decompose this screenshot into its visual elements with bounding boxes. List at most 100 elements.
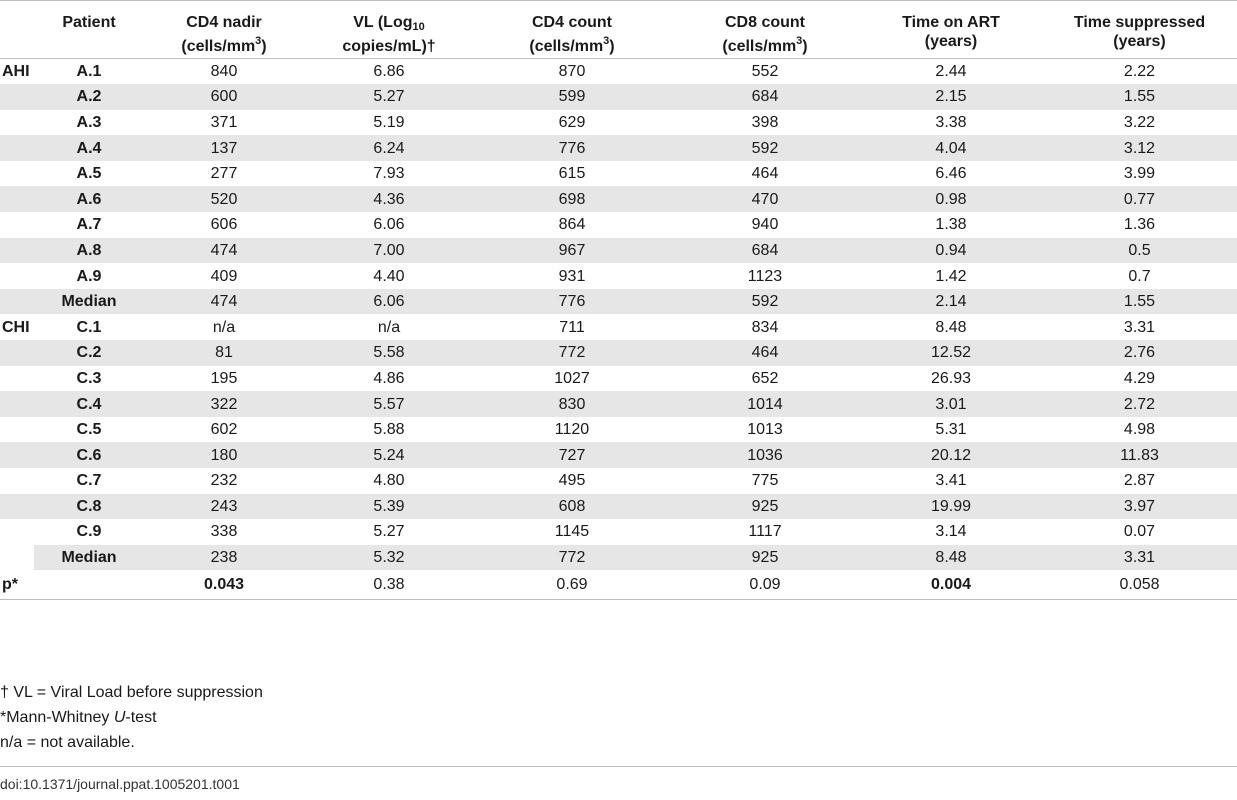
header-cd8-count: CD8 count (cells/mm3) bbox=[670, 1, 860, 59]
cell-patient: C.9 bbox=[76, 523, 102, 541]
table-row: A.2 600 5.27 599 684 2.15 1.55 bbox=[0, 84, 1237, 110]
cell-cd4-count: 870 bbox=[558, 63, 586, 81]
cell-cd4-count: 608 bbox=[474, 493, 670, 520]
cell-cd4-count: 629 bbox=[558, 113, 586, 131]
cell-patient: A.5 bbox=[76, 165, 102, 183]
cell-patient: A.3 bbox=[76, 113, 102, 131]
table-row: AHI A.1 840 6.86 870 552 2.44 2.22 bbox=[0, 59, 1237, 85]
header-vl-line1: VL (Log bbox=[353, 14, 413, 31]
header-cd4-count: CD4 count (cells/mm3) bbox=[474, 1, 670, 59]
cell-cd4-nadir: 371 bbox=[210, 113, 238, 131]
cell-group bbox=[0, 417, 34, 443]
footnote-mw-italic: U bbox=[113, 709, 126, 726]
cell-group bbox=[0, 442, 34, 468]
cell-patient: A.2 bbox=[34, 84, 144, 110]
header-cd4-nadir-line1: CD4 nadir bbox=[186, 14, 262, 31]
header-time-on-art: Time on ART (years) bbox=[860, 1, 1042, 59]
cell-cd4-count: 1145 bbox=[554, 523, 590, 541]
cell-cd4-nadir: 81 bbox=[144, 340, 304, 366]
cell-vl: 5.58 bbox=[304, 340, 474, 366]
header-cd8-count-sup: 3 bbox=[796, 35, 803, 47]
cell-time-suppressed: 3.31 bbox=[1042, 544, 1237, 571]
cell-vl: 5.27 bbox=[304, 84, 474, 110]
cell-time-suppressed: 1.55 bbox=[1042, 84, 1237, 110]
cell-vl: 5.88 bbox=[373, 421, 405, 439]
cell-cd4-count: 711 bbox=[559, 318, 585, 336]
cell-cd4-count: 864 bbox=[558, 216, 586, 234]
cell-cd4-nadir: 474 bbox=[144, 288, 304, 315]
cell-cd8-count: 592 bbox=[670, 288, 860, 315]
cell-cd4-count: 967 bbox=[474, 237, 670, 264]
cell-time-on-art: 26.93 bbox=[930, 369, 972, 387]
cell-time-on-art: 8.48 bbox=[860, 544, 1042, 571]
doi-divider bbox=[0, 766, 1237, 767]
cell-vl: 6.86 bbox=[373, 63, 405, 81]
cell-cd8-count: 684 bbox=[670, 237, 860, 264]
table-row: C.3 195 4.86 1027 652 26.93 4.29 bbox=[0, 366, 1237, 392]
cell-time-suppressed: 2.87 bbox=[1123, 472, 1156, 490]
table-row: A.6 520 4.36 698 470 0.98 0.77 bbox=[0, 186, 1237, 213]
cell-group bbox=[0, 263, 34, 289]
table-row: CHI C.1 n/a n/a 711 834 8.48 3.31 bbox=[0, 314, 1237, 340]
cell-cd8-count: 940 bbox=[751, 216, 779, 234]
table-row: C.4 322 5.57 830 1014 3.01 2.72 bbox=[0, 391, 1237, 417]
table-row: C.5 602 5.88 1120 1013 5.31 4.98 bbox=[0, 417, 1237, 443]
cell-time-on-art: 6.46 bbox=[935, 165, 967, 183]
footnotes: † VL = Viral Load before suppression *Ma… bbox=[0, 680, 263, 755]
cell-cd8-count: 684 bbox=[670, 84, 860, 110]
cell-time-on-art: 3.14 bbox=[935, 523, 967, 541]
cell-cd4-nadir: 238 bbox=[144, 544, 304, 571]
cell-time-suppressed: 3.22 bbox=[1123, 113, 1156, 131]
cell-time-on-art: 3.41 bbox=[935, 472, 967, 490]
cell-cd8-count: 652 bbox=[751, 369, 779, 387]
data-table-container: Patient CD4 nadir (cells/mm3) VL (Log10 … bbox=[0, 0, 1237, 600]
cell-time-suppressed: 1.36 bbox=[1123, 216, 1156, 234]
cell-cd4-nadir: 520 bbox=[144, 186, 304, 213]
cell-vl: 7.00 bbox=[304, 237, 474, 264]
cell-cd4-nadir: 606 bbox=[210, 216, 238, 234]
table-row: C.9 338 5.27 1145 1117 3.14 0.07 bbox=[0, 519, 1237, 545]
cell-cd4-count: 615 bbox=[558, 165, 586, 183]
table-row: C.6 180 5.24 727 1036 20.12 11.83 bbox=[0, 442, 1237, 468]
patient-characteristics-table: Patient CD4 nadir (cells/mm3) VL (Log10 … bbox=[0, 0, 1237, 600]
cell-cd4-count: 599 bbox=[474, 84, 670, 110]
cell-cd8-count: 1117 bbox=[748, 523, 782, 541]
cell-group bbox=[0, 519, 34, 545]
cell-vl: 4.40 bbox=[373, 267, 405, 285]
header-time-on-art-line2: (years) bbox=[924, 33, 978, 50]
cell-vl: 5.27 bbox=[373, 523, 405, 541]
cell-cd4-count: 1027 bbox=[554, 369, 590, 387]
cell-time-on-art: 4.04 bbox=[860, 135, 1042, 161]
pvalue-cd4-count: 0.69 bbox=[556, 576, 588, 594]
cell-cd4-count: 772 bbox=[474, 544, 670, 571]
cell-cd4-nadir: 322 bbox=[144, 391, 304, 417]
pvalue-cd4-nadir: 0.043 bbox=[203, 576, 245, 594]
cell-patient: A.7 bbox=[76, 216, 102, 234]
pvalue-cd8-count: 0.09 bbox=[749, 576, 781, 594]
cell-vl: 4.80 bbox=[373, 472, 405, 490]
cell-vl: 5.57 bbox=[304, 391, 474, 417]
header-group bbox=[0, 1, 34, 59]
footnote-viral-load: † VL = Viral Load before suppression bbox=[0, 684, 263, 701]
cell-cd4-count: 727 bbox=[474, 442, 670, 468]
cell-vl: n/a bbox=[377, 318, 401, 336]
pvalue-patient bbox=[34, 570, 144, 600]
cell-time-suppressed: 0.7 bbox=[1128, 267, 1151, 285]
cell-cd8-count: 925 bbox=[670, 544, 860, 571]
cell-time-on-art: 19.99 bbox=[860, 493, 1042, 520]
cell-patient: C.2 bbox=[34, 340, 144, 366]
cell-time-suppressed: 2.22 bbox=[1123, 63, 1156, 81]
cell-time-suppressed: 3.12 bbox=[1042, 135, 1237, 161]
table-row: C.8 243 5.39 608 925 19.99 3.97 bbox=[0, 493, 1237, 520]
cell-group bbox=[0, 366, 34, 392]
cell-cd4-count: 776 bbox=[474, 288, 670, 315]
cell-group: AHI bbox=[2, 63, 30, 81]
cell-cd4-count: 495 bbox=[558, 472, 586, 490]
header-cd4-nadir-unit: (cells/mm bbox=[181, 38, 256, 55]
table-row: C.7 232 4.80 495 775 3.41 2.87 bbox=[0, 468, 1237, 494]
cell-patient: Median bbox=[34, 544, 144, 571]
header-cd8-count-line1: CD8 count bbox=[725, 14, 805, 31]
cell-time-suppressed: 0.77 bbox=[1042, 186, 1237, 213]
footnote-not-available: n/a = not available. bbox=[0, 734, 135, 751]
cell-group bbox=[0, 161, 34, 187]
